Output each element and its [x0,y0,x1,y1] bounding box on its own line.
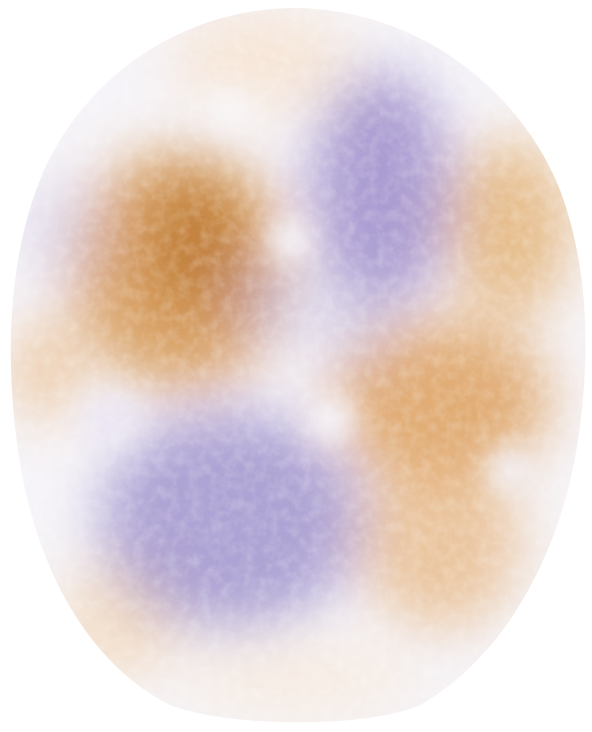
page: {} [10,8,586,723]
texture [10,8,586,723]
head [10,8,586,723]
brain-map [10,8,586,723]
